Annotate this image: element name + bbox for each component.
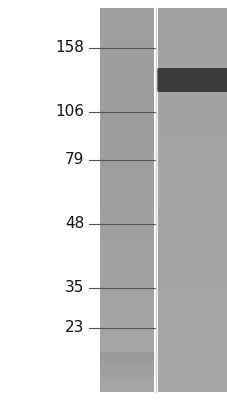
Text: 79: 79 — [65, 152, 84, 168]
FancyBboxPatch shape — [157, 68, 227, 92]
Text: 158: 158 — [55, 40, 84, 56]
Text: 106: 106 — [55, 104, 84, 120]
Text: 23: 23 — [65, 320, 84, 336]
Text: 48: 48 — [65, 216, 84, 232]
Text: 35: 35 — [65, 280, 84, 296]
